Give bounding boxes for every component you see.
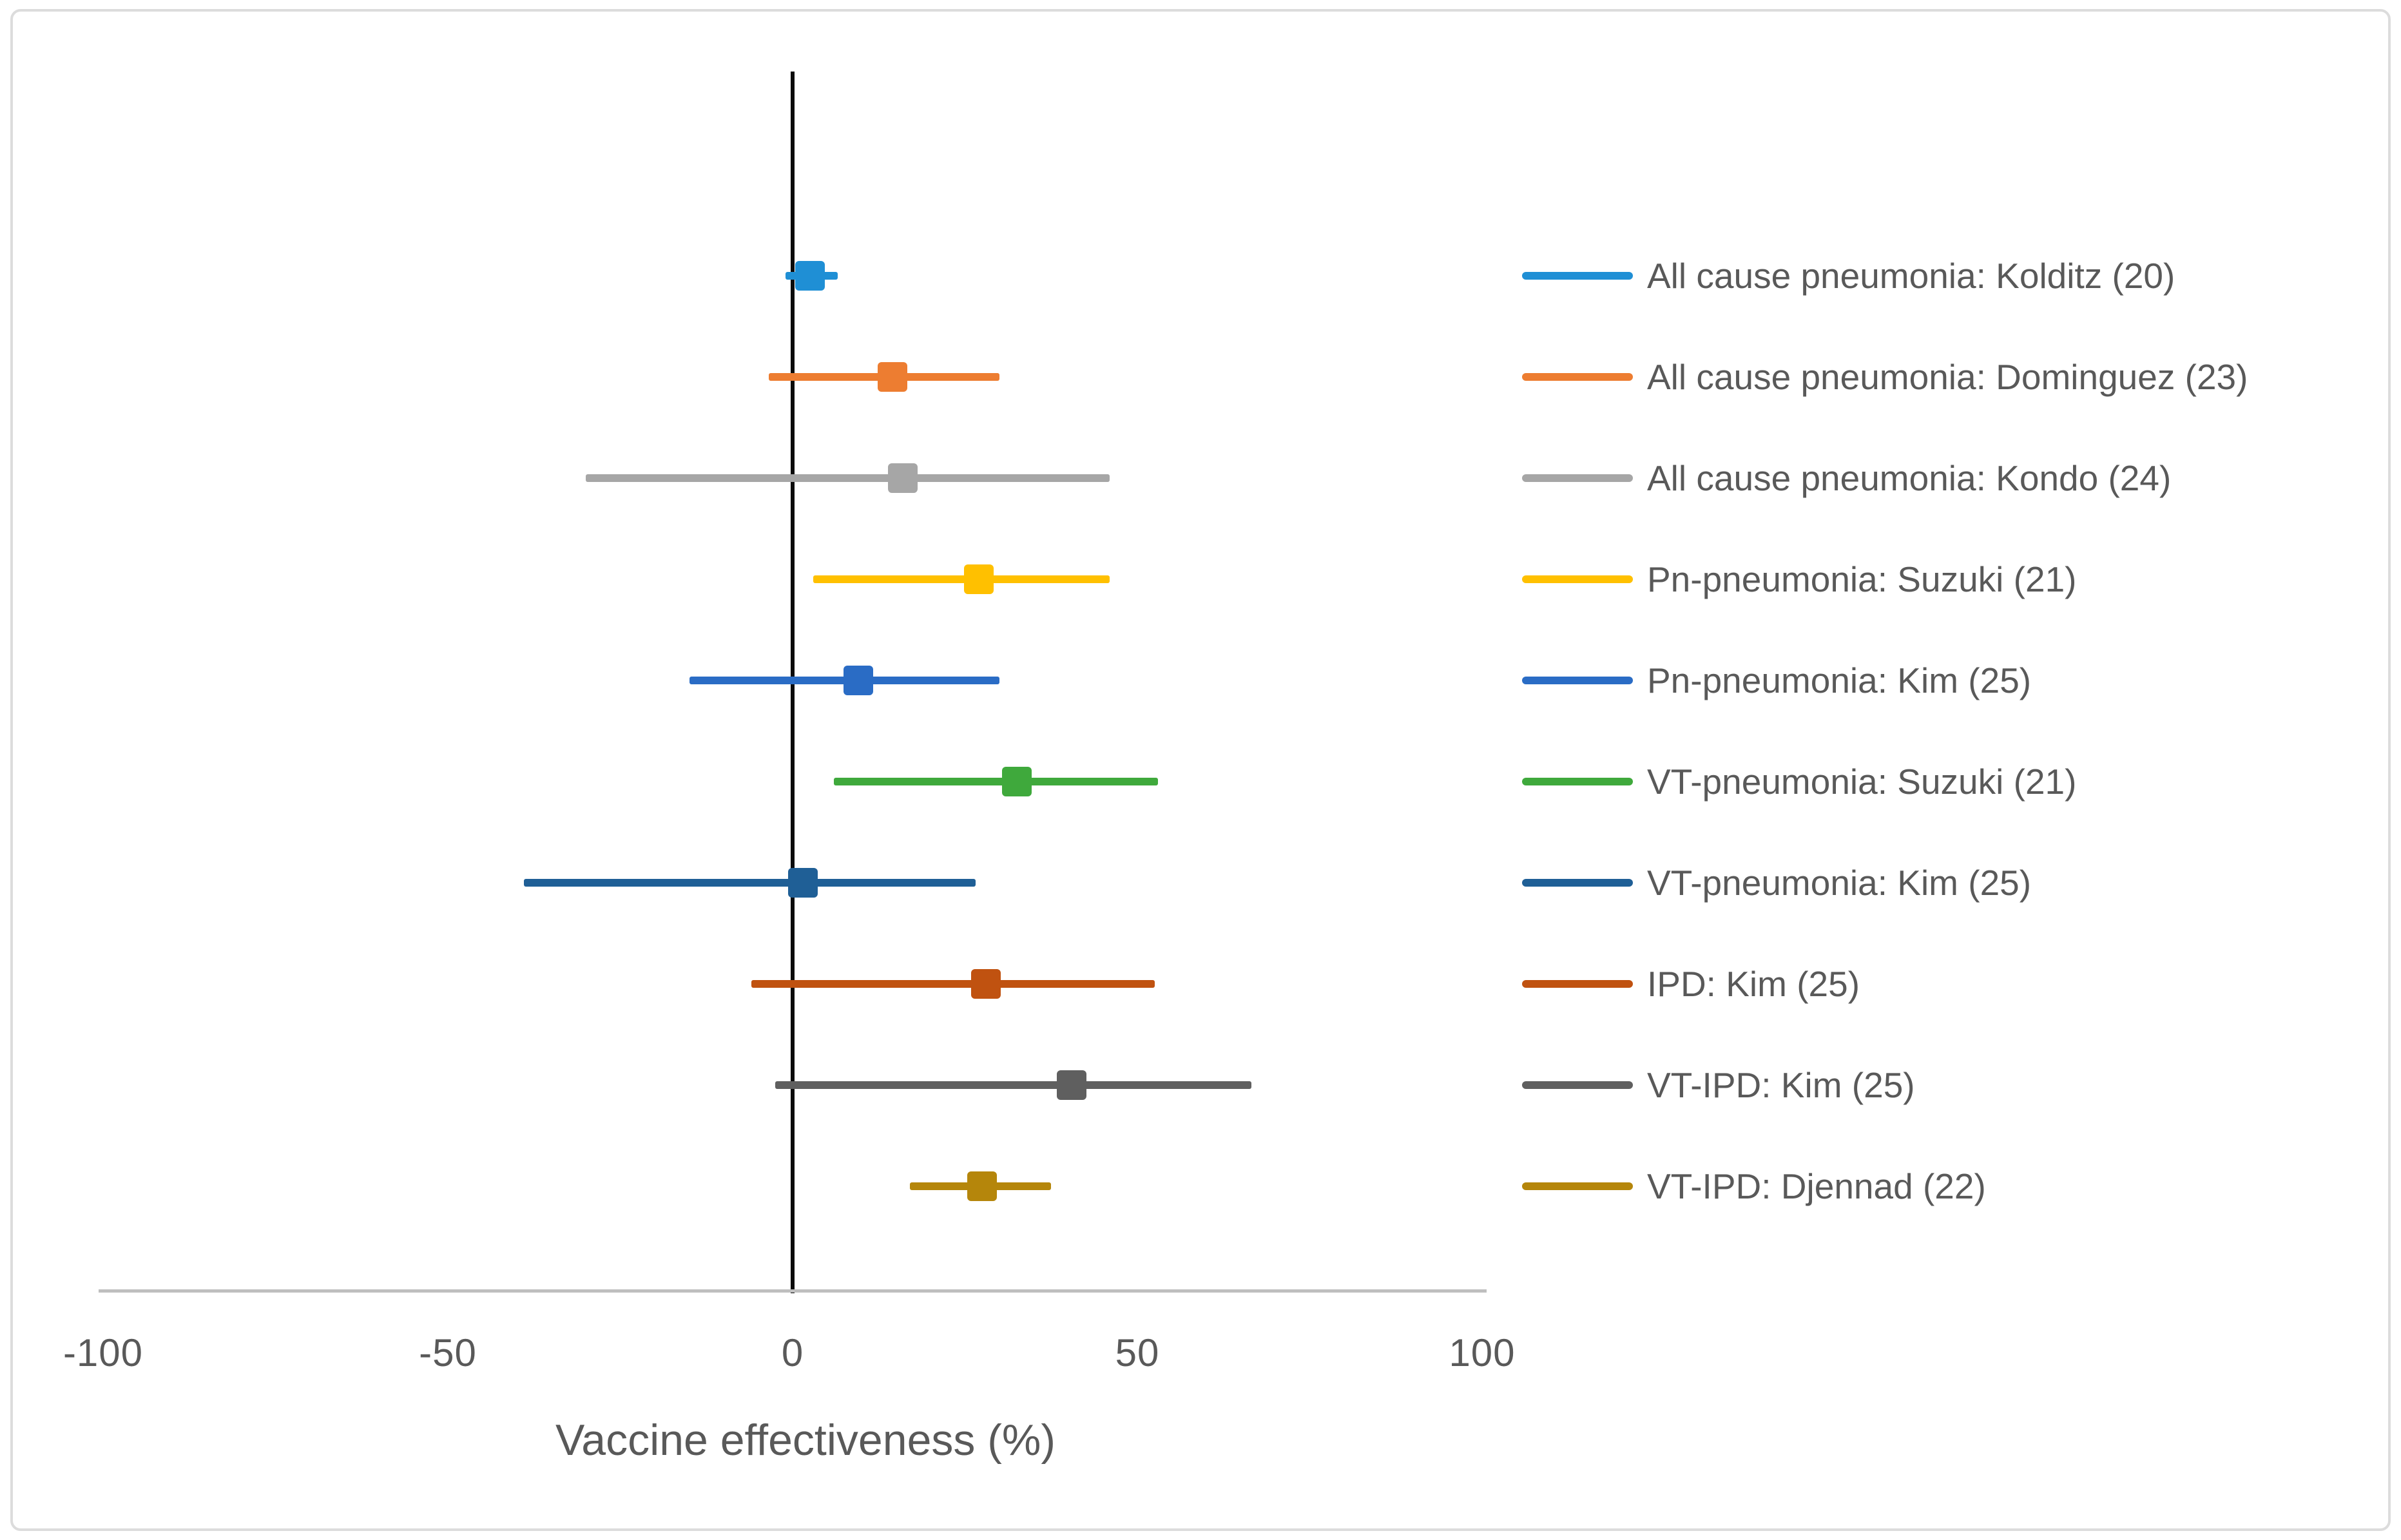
legend-label: All cause pneumonia: Kondo (24) (1647, 458, 2172, 498)
legend-color-line (1522, 879, 1633, 887)
legend-item: Pn-pneumonia: Kim (25) (1522, 651, 2031, 710)
legend-color-line (1522, 575, 1633, 583)
confidence-interval-line (751, 980, 1155, 988)
x-axis-line (99, 1289, 1487, 1293)
legend-label: All cause pneumonia: Dominguez (23) (1647, 357, 2248, 397)
x-axis-title: Vaccine effectiveness (%) (555, 1416, 1056, 1465)
legend-label: VT-IPD: Kim (25) (1647, 1065, 1915, 1105)
x-tick-label: 100 (1449, 1331, 1516, 1374)
legend-label: VT-pneumonia: Kim (25) (1647, 863, 2032, 903)
legend-label: IPD: Kim (25) (1647, 964, 1860, 1004)
confidence-interval-line (586, 474, 1110, 482)
point-estimate-marker (970, 969, 1001, 999)
legend-color-line (1522, 272, 1633, 280)
legend-color-line (1522, 980, 1633, 988)
point-estimate-marker (878, 362, 908, 392)
legend-item: All cause pneumonia: Dominguez (23) (1522, 347, 2248, 407)
point-estimate-marker (967, 1171, 998, 1201)
point-estimate-marker (888, 463, 918, 493)
legend-item: Pn-pneumonia: Suzuki (21) (1522, 550, 2076, 609)
legend-label: VT-IPD: Djennad (22) (1647, 1166, 1986, 1206)
point-estimate-marker (963, 564, 994, 594)
legend-color-line (1522, 373, 1633, 381)
legend-item: All cause pneumonia: Kolditz (20) (1522, 246, 2175, 305)
legend-color-line (1522, 778, 1633, 785)
confidence-interval-line (813, 575, 1110, 583)
legend-item: VT-pneumonia: Kim (25) (1522, 853, 2031, 912)
legend-item: All cause pneumonia: Kondo (24) (1522, 448, 2171, 508)
point-estimate-marker (843, 666, 873, 695)
legend-color-line (1522, 1182, 1633, 1190)
legend-label: Pn-pneumonia: Kim (25) (1647, 660, 2032, 700)
x-tick-label: -50 (419, 1331, 477, 1374)
confidence-interval-line (775, 1081, 1251, 1089)
x-tick-label: -100 (63, 1331, 144, 1374)
legend-item: IPD: Kim (25) (1522, 954, 1860, 1014)
legend-item: VT-IPD: Djennad (22) (1522, 1157, 1986, 1216)
legend-item: VT-IPD: Kim (25) (1522, 1055, 1915, 1115)
point-estimate-marker (1001, 767, 1032, 796)
point-estimate-marker (1057, 1070, 1087, 1100)
x-tick-label: 0 (781, 1331, 804, 1374)
legend-color-line (1522, 474, 1633, 482)
legend-item: VT-pneumonia: Suzuki (21) (1522, 752, 2076, 811)
point-estimate-marker (795, 261, 825, 291)
confidence-interval-line (523, 879, 976, 887)
legend-label: All cause pneumonia: Kolditz (20) (1647, 256, 2175, 296)
x-tick-label: 50 (1115, 1331, 1160, 1374)
legend-label: VT-pneumonia: Suzuki (21) (1647, 762, 2077, 802)
legend-label: Pn-pneumonia: Suzuki (21) (1647, 559, 2077, 599)
legend-color-line (1522, 1081, 1633, 1089)
point-estimate-marker (788, 868, 818, 898)
legend-color-line (1522, 677, 1633, 684)
confidence-interval-line (834, 778, 1159, 785)
